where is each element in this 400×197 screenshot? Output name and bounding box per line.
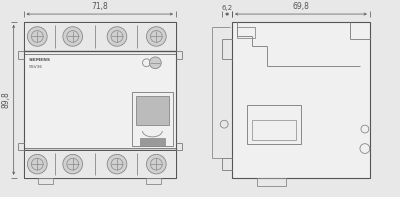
Bar [24,151,176,178]
Bar [252,120,296,140]
Bar [132,92,173,146]
Circle shape [107,154,127,174]
Circle shape [146,154,166,174]
Text: 6,2: 6,2 [222,5,233,11]
Circle shape [28,27,47,46]
Bar [140,138,165,146]
Bar [237,27,255,38]
Bar [247,105,301,144]
Circle shape [150,57,161,69]
Text: 71,8: 71,8 [91,2,108,11]
Bar [232,22,370,178]
Circle shape [107,27,127,46]
Text: 5SV36: 5SV36 [28,65,42,69]
Circle shape [63,27,82,46]
Bar [24,22,176,178]
Bar [136,96,169,125]
Text: SIEMENS: SIEMENS [28,58,50,62]
Bar [232,22,370,178]
Circle shape [146,27,166,46]
Bar [24,22,176,51]
Text: 69,8: 69,8 [292,2,309,11]
Bar [38,178,53,184]
Bar [24,22,176,178]
Text: 89,8: 89,8 [2,91,11,108]
Circle shape [63,154,82,174]
Bar [146,178,161,184]
Circle shape [28,154,47,174]
Bar [257,178,286,186]
